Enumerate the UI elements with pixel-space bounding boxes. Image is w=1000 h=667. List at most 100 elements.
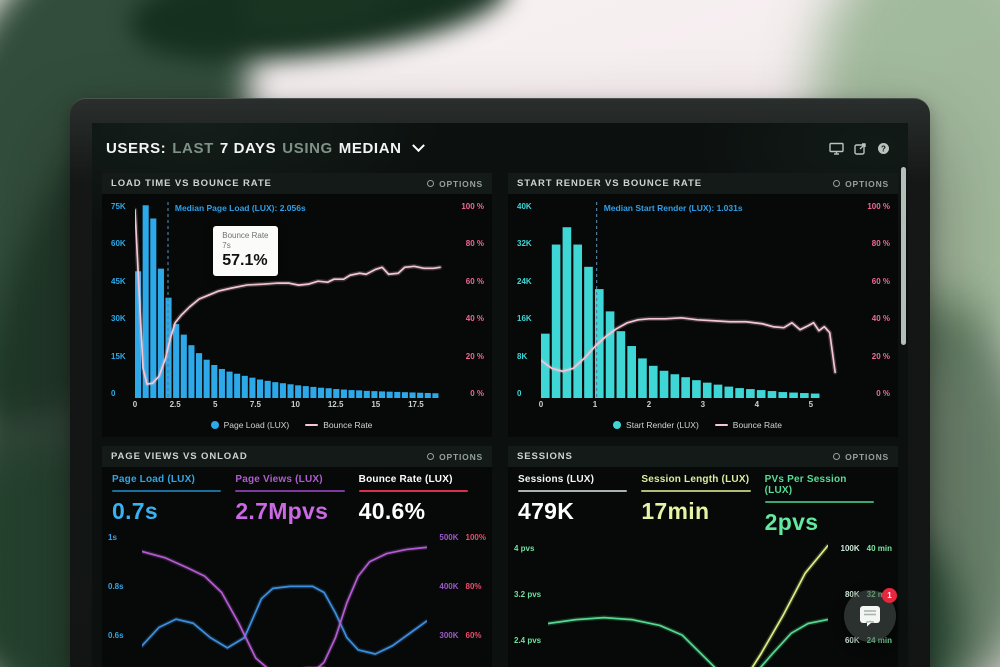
axis-tick-label: 80 %	[871, 239, 890, 249]
axis-tick-label: 20 %	[871, 351, 890, 361]
share-icon[interactable]	[854, 142, 867, 155]
dashboard-screen: USERS: LAST 7 DAYS USING MEDIAN ? LOAD T…	[92, 123, 908, 667]
display-icon[interactable]	[829, 142, 844, 155]
title-segment: USING	[282, 139, 333, 157]
axis-tick-label: 4 pvs	[514, 544, 535, 553]
axis-tick-pair: 400K 80%	[439, 581, 482, 591]
line-marker	[714, 424, 728, 426]
chat-launcher-button[interactable]: 1	[844, 588, 897, 642]
metric-session-length: Session Length (LUX) 17min	[641, 474, 751, 524]
x-tick-label: 15	[371, 400, 381, 409]
y-axis-right: 100 % 80 % 60 % 40 % 20 % 0 %	[854, 200, 892, 398]
legend-item-bounce-rate[interactable]: Bounce Rate	[305, 420, 372, 430]
median-annotation: Median Start Render (LUX): 1.031s	[603, 203, 743, 213]
axis-tick-pair: 500K 100%	[439, 533, 486, 542]
axis-tick-label: 24K	[517, 276, 532, 286]
help-icon[interactable]: ?	[877, 142, 890, 155]
title-segment: MEDIAN	[338, 139, 402, 157]
axis-tick-label: 75K	[111, 202, 126, 211]
axis-tick-label: 0 %	[876, 388, 890, 398]
gear-icon	[833, 453, 841, 460]
y-axis-left: 1s0.8s0.6s0.4s	[108, 531, 142, 667]
axis-tick-label: 60 %	[465, 276, 484, 286]
options-button[interactable]: OPTIONS	[833, 179, 889, 189]
notification-badge: 1	[882, 588, 897, 603]
panel-title: START RENDER VS BOUNCE RATE	[517, 178, 702, 189]
title-segment: LAST	[172, 139, 214, 157]
x-tick-label: 17.5	[408, 400, 424, 409]
gear-icon	[427, 453, 435, 460]
panel-start-render-vs-bounce-rate: START RENDER VS BOUNCE RATE OPTIONS 40K 3…	[508, 173, 898, 437]
dot-marker	[210, 421, 219, 429]
title-segment: USERS:	[106, 139, 167, 157]
chevron-down-icon	[411, 138, 425, 152]
date-range-selector[interactable]: USERS: LAST 7 DAYS USING MEDIAN	[106, 138, 425, 157]
options-button[interactable]: OPTIONS	[833, 452, 889, 462]
axis-tick-label: 100 %	[461, 202, 484, 211]
chart-plot	[142, 531, 427, 667]
axis-tick-label: 16K	[517, 314, 532, 324]
axis-tick-pair: 100K 40 min	[840, 544, 892, 553]
x-tick-label: 0	[132, 400, 138, 409]
metric-bounce-rate: Bounce Rate (LUX) 40.6%	[358, 474, 482, 525]
options-button[interactable]: OPTIONS	[427, 452, 483, 462]
options-button[interactable]: OPTIONS	[427, 179, 483, 189]
metric-page-load: Page Load (LUX) 0.7s	[112, 474, 235, 525]
axis-tick-label: 3.2 pvs	[514, 590, 542, 600]
metric-underline	[518, 490, 628, 492]
axis-tick-label: 1s	[108, 533, 117, 542]
panel-load-time-vs-bounce-rate: LOAD TIME VS BOUNCE RATE OPTIONS 75K 60K 4…	[102, 173, 492, 437]
axis-tick-label: 40 %	[465, 314, 484, 324]
x-tick-label: 1	[592, 400, 598, 409]
legend-item-start-render[interactable]: Start Render (LUX)	[613, 420, 699, 430]
axis-tick-label: 0	[111, 388, 116, 398]
bar-line-chart	[541, 200, 854, 398]
metric-underline	[112, 490, 222, 492]
median-annotation: Median Page Load (LUX): 2.056s	[174, 203, 306, 213]
tooltip: Bounce Rate 7s 57.1%	[213, 225, 278, 276]
axis-tick-label: 45K	[111, 276, 126, 286]
svg-text:?: ?	[881, 144, 886, 153]
metric-page-views: Page Views (LUX) 2.7Mpvs	[235, 474, 358, 525]
chart-plot	[548, 542, 828, 667]
metric-sessions: Sessions (LUX) 479K	[518, 474, 641, 536]
axis-tick-label: 60K	[111, 239, 126, 249]
axis-tick-label: 0.6s	[108, 630, 124, 640]
panel-grid: LOAD TIME VS BOUNCE RATE OPTIONS 75K 60K 4…	[92, 173, 908, 667]
panel-title: LOAD TIME VS BOUNCE RATE	[111, 178, 272, 189]
x-tick-label: 4	[754, 400, 760, 409]
axis-tick-label: 30K	[111, 314, 126, 324]
dot-marker	[613, 421, 622, 429]
title-segment: 7 DAYS	[219, 139, 277, 157]
panel-sessions: SESSIONS OPTIONS Sessions (LUX) 479K Ses…	[508, 446, 898, 667]
axis-tick-label: 2.4 pvs	[514, 636, 542, 646]
line-marker	[305, 424, 319, 426]
axis-tick-pair: 60K 24 min	[844, 636, 892, 646]
chart-legend: Start Render (LUX) Bounce Rate	[541, 413, 854, 437]
legend-item-bounce-rate[interactable]: Bounce Rate	[714, 420, 782, 430]
axis-tick-label: 0.8s	[108, 581, 124, 591]
chart-legend: Page Load (LUX) Bounce Rate	[135, 413, 448, 437]
chat-icon	[860, 606, 880, 627]
axis-tick-label: 40K	[517, 202, 532, 211]
x-tick-label: 2	[646, 400, 652, 409]
line-chart	[142, 531, 427, 667]
metric-underline	[764, 501, 874, 503]
x-tick-label: 10	[291, 400, 300, 409]
gear-icon	[833, 180, 841, 187]
panel-title: SESSIONS	[517, 451, 573, 462]
legend-item-page-load[interactable]: Page Load (LUX)	[210, 420, 289, 430]
y-axis-left: 40K 32K 24K 16K 8K 0	[514, 200, 541, 398]
x-tick-label: 7.5	[249, 400, 261, 409]
metrics-row: Page Load (LUX) 0.7s Page Views (LUX) 2.…	[102, 467, 492, 527]
line-chart	[548, 542, 828, 667]
axis-tick-label: 15K	[111, 351, 126, 361]
axis-tick-label: 0 %	[470, 388, 484, 398]
metric-underline	[235, 490, 345, 492]
panel-page-views-vs-onload: PAGE VIEWS VS ONLOAD OPTIONS Page Load (…	[102, 446, 492, 667]
scrollbar[interactable]	[901, 167, 906, 345]
axis-tick-label: 8K	[517, 351, 528, 361]
dashboard-header: USERS: LAST 7 DAYS USING MEDIAN ?	[92, 123, 908, 173]
